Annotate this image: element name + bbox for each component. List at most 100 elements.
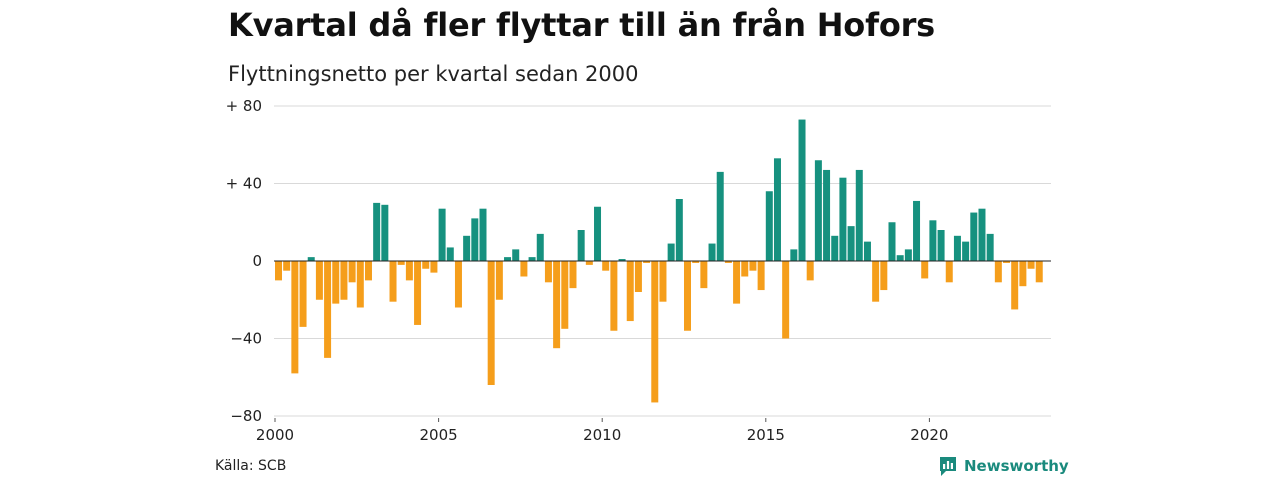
newsworthy-logo-icon — [940, 457, 956, 476]
bar — [855, 169, 863, 261]
bar — [831, 235, 839, 261]
bar — [373, 202, 381, 262]
bar — [716, 171, 724, 262]
bar — [749, 261, 757, 271]
bar — [970, 212, 978, 261]
bar — [724, 261, 732, 263]
chart-subtitle: Flyttningsnetto per kvartal sedan 2000 — [228, 62, 639, 86]
bar — [994, 261, 1002, 283]
bar — [675, 199, 683, 261]
bar — [602, 261, 610, 271]
bar — [569, 261, 577, 289]
x-tick-label: 2020 — [910, 426, 948, 444]
bar — [553, 261, 561, 349]
x-axis-ticks: 2000 2005 2010 2015 2020 — [256, 418, 948, 444]
bar — [291, 261, 299, 374]
bar — [659, 261, 667, 302]
bar — [1003, 261, 1011, 263]
bar — [577, 230, 585, 261]
y-tick-label: −80 — [230, 407, 262, 425]
bar — [741, 261, 749, 277]
bar — [953, 235, 961, 261]
bar — [757, 261, 765, 291]
bar — [446, 247, 454, 261]
bar — [307, 257, 315, 262]
bar — [528, 257, 536, 262]
bar — [692, 261, 700, 263]
bar — [847, 226, 855, 262]
bars — [275, 119, 1043, 403]
bar — [275, 261, 282, 281]
bar — [986, 233, 994, 262]
bar — [536, 233, 544, 262]
bar — [414, 261, 422, 325]
brand-logo[interactable]: Newsworthy — [938, 455, 1069, 477]
bar — [773, 158, 781, 261]
bar — [324, 261, 332, 358]
bar — [315, 261, 323, 300]
bar — [594, 206, 602, 261]
bar — [863, 241, 871, 262]
bar — [945, 261, 953, 283]
bar — [798, 119, 806, 261]
bar — [790, 249, 798, 262]
bar — [544, 261, 552, 283]
bar — [356, 261, 364, 308]
bar — [708, 243, 716, 261]
bar — [929, 220, 937, 261]
bar — [364, 261, 372, 281]
bar — [839, 177, 847, 261]
y-tick-label: + 80 — [226, 97, 262, 115]
bar — [978, 208, 986, 261]
y-tick-label: + 40 — [226, 175, 262, 193]
bar — [471, 218, 479, 262]
bar — [733, 261, 741, 304]
bar — [561, 261, 569, 329]
bar — [1019, 261, 1027, 287]
bar — [872, 261, 880, 302]
bar — [340, 261, 348, 300]
bar — [381, 204, 389, 261]
x-tick-label: 2010 — [583, 426, 621, 444]
bar — [913, 200, 921, 261]
bar — [667, 243, 675, 261]
bar — [782, 261, 790, 339]
bar — [1027, 261, 1035, 269]
bar — [299, 261, 307, 327]
bar — [585, 261, 593, 265]
bar — [626, 261, 634, 322]
grid-lines — [274, 105, 1051, 417]
bar — [765, 191, 773, 261]
bar — [397, 261, 405, 265]
bar — [823, 169, 831, 261]
y-tick-label: −40 — [230, 330, 262, 348]
bar — [430, 261, 438, 273]
x-tick-label: 2015 — [747, 426, 785, 444]
bar — [438, 208, 446, 261]
bar — [651, 261, 659, 403]
bar — [520, 261, 528, 277]
brand-name: Newsworthy — [964, 457, 1069, 475]
y-axis-ticks: + 80 + 40 0 −40 −80 — [226, 97, 262, 425]
bar — [405, 261, 413, 281]
bar — [700, 261, 708, 289]
bar — [422, 261, 430, 269]
y-tick-label: 0 — [252, 252, 262, 270]
bar — [487, 261, 495, 385]
bar — [904, 249, 912, 262]
bar — [512, 249, 520, 262]
bar — [463, 235, 471, 261]
bar — [921, 261, 929, 279]
chart-title: Kvartal då fler flyttar till än från Hof… — [228, 6, 936, 44]
bar — [1035, 261, 1043, 283]
bar — [896, 255, 904, 261]
bar — [283, 261, 291, 271]
bar — [495, 261, 503, 300]
bar — [814, 160, 822, 261]
bar — [937, 230, 945, 261]
x-tick-label: 2000 — [256, 426, 294, 444]
bar — [618, 259, 626, 261]
bar — [880, 261, 888, 291]
bar — [643, 261, 651, 263]
bar — [888, 222, 896, 261]
